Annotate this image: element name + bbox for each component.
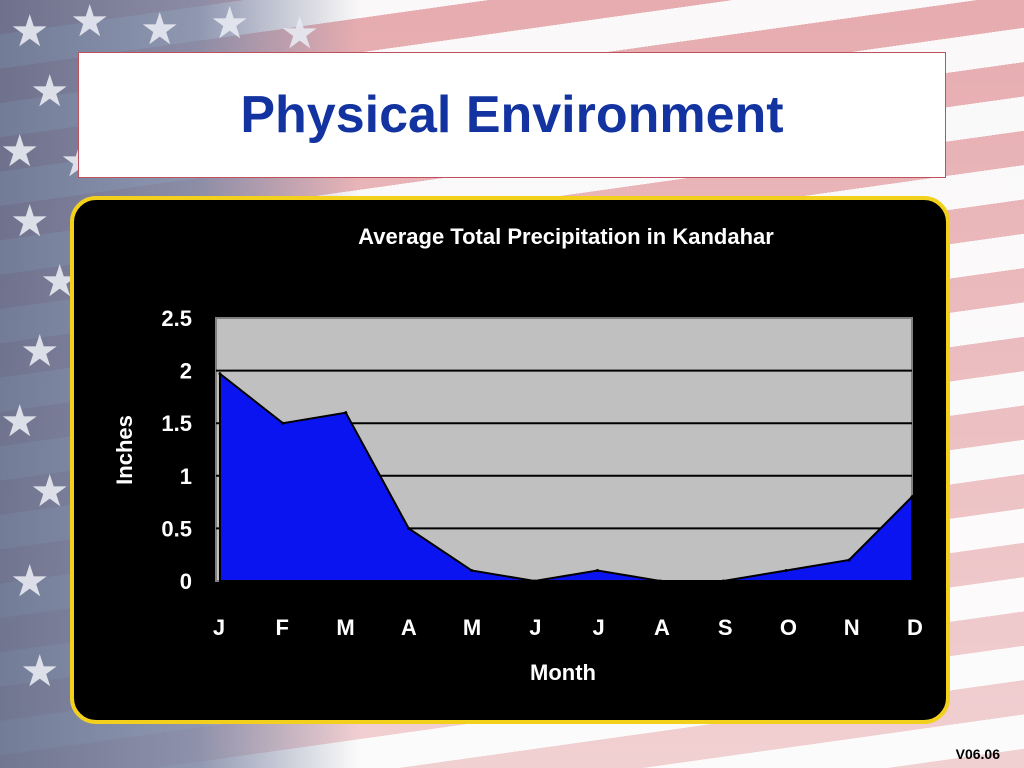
y-tick-label: 0.5	[161, 516, 192, 541]
x-tick-label: N	[844, 615, 860, 640]
data-point	[281, 421, 285, 425]
y-tick-label: 2	[180, 359, 192, 384]
page-title: Physical Environment	[240, 86, 784, 144]
x-tick-label: A	[654, 615, 670, 640]
data-point	[721, 579, 725, 583]
y-tick-label: 1	[180, 464, 192, 489]
x-tick-label: D	[907, 615, 923, 640]
x-tick-label: J	[213, 615, 225, 640]
version-label: V06.06	[955, 746, 1000, 762]
x-tick-label: J	[593, 615, 605, 640]
star-icon: ★	[20, 327, 60, 376]
star-icon: ★	[10, 197, 50, 246]
star-icon: ★	[20, 647, 60, 696]
data-point	[344, 411, 348, 415]
star-icon: ★	[30, 467, 70, 516]
data-point	[595, 568, 599, 572]
data-point	[407, 526, 411, 530]
data-point	[533, 579, 537, 583]
data-point	[218, 372, 222, 376]
chart-panel: Average Total Precipitation in Kandahar …	[70, 196, 950, 724]
x-tick-label: F	[276, 615, 289, 640]
x-tick-label: M	[463, 615, 481, 640]
star-icon: ★	[210, 0, 250, 48]
data-point	[470, 568, 474, 572]
x-axis-label: Month	[530, 660, 596, 685]
star-icon: ★	[30, 67, 70, 116]
star-icon: ★	[140, 5, 180, 54]
data-point	[784, 568, 788, 572]
x-tick-label: J	[529, 615, 541, 640]
precipitation-chart: Average Total Precipitation in Kandahar …	[112, 224, 923, 685]
star-icon: ★	[0, 397, 40, 446]
x-tick-label: A	[401, 615, 417, 640]
star-icon: ★	[10, 7, 50, 56]
x-tick-label: M	[336, 615, 354, 640]
x-tick-label: O	[780, 615, 797, 640]
y-axis-label: Inches	[112, 415, 137, 485]
y-tick-label: 1.5	[161, 411, 192, 436]
star-icon: ★	[280, 9, 320, 58]
data-point	[658, 579, 662, 583]
data-point	[847, 558, 851, 562]
data-point	[910, 495, 914, 499]
y-tick-label: 2.5	[161, 306, 192, 331]
area-layer	[218, 371, 914, 583]
title-box: Physical Environment	[78, 52, 946, 178]
y-tick-label: 0	[180, 569, 192, 594]
star-icon: ★	[0, 127, 40, 176]
chart-title: Average Total Precipitation in Kandahar	[358, 224, 774, 249]
y-axis-ticks: 0 0.5 1 1.5 2 2.5	[161, 306, 192, 594]
x-tick-label: S	[718, 615, 733, 640]
star-icon: ★	[70, 0, 110, 46]
star-icon: ★	[10, 557, 50, 606]
